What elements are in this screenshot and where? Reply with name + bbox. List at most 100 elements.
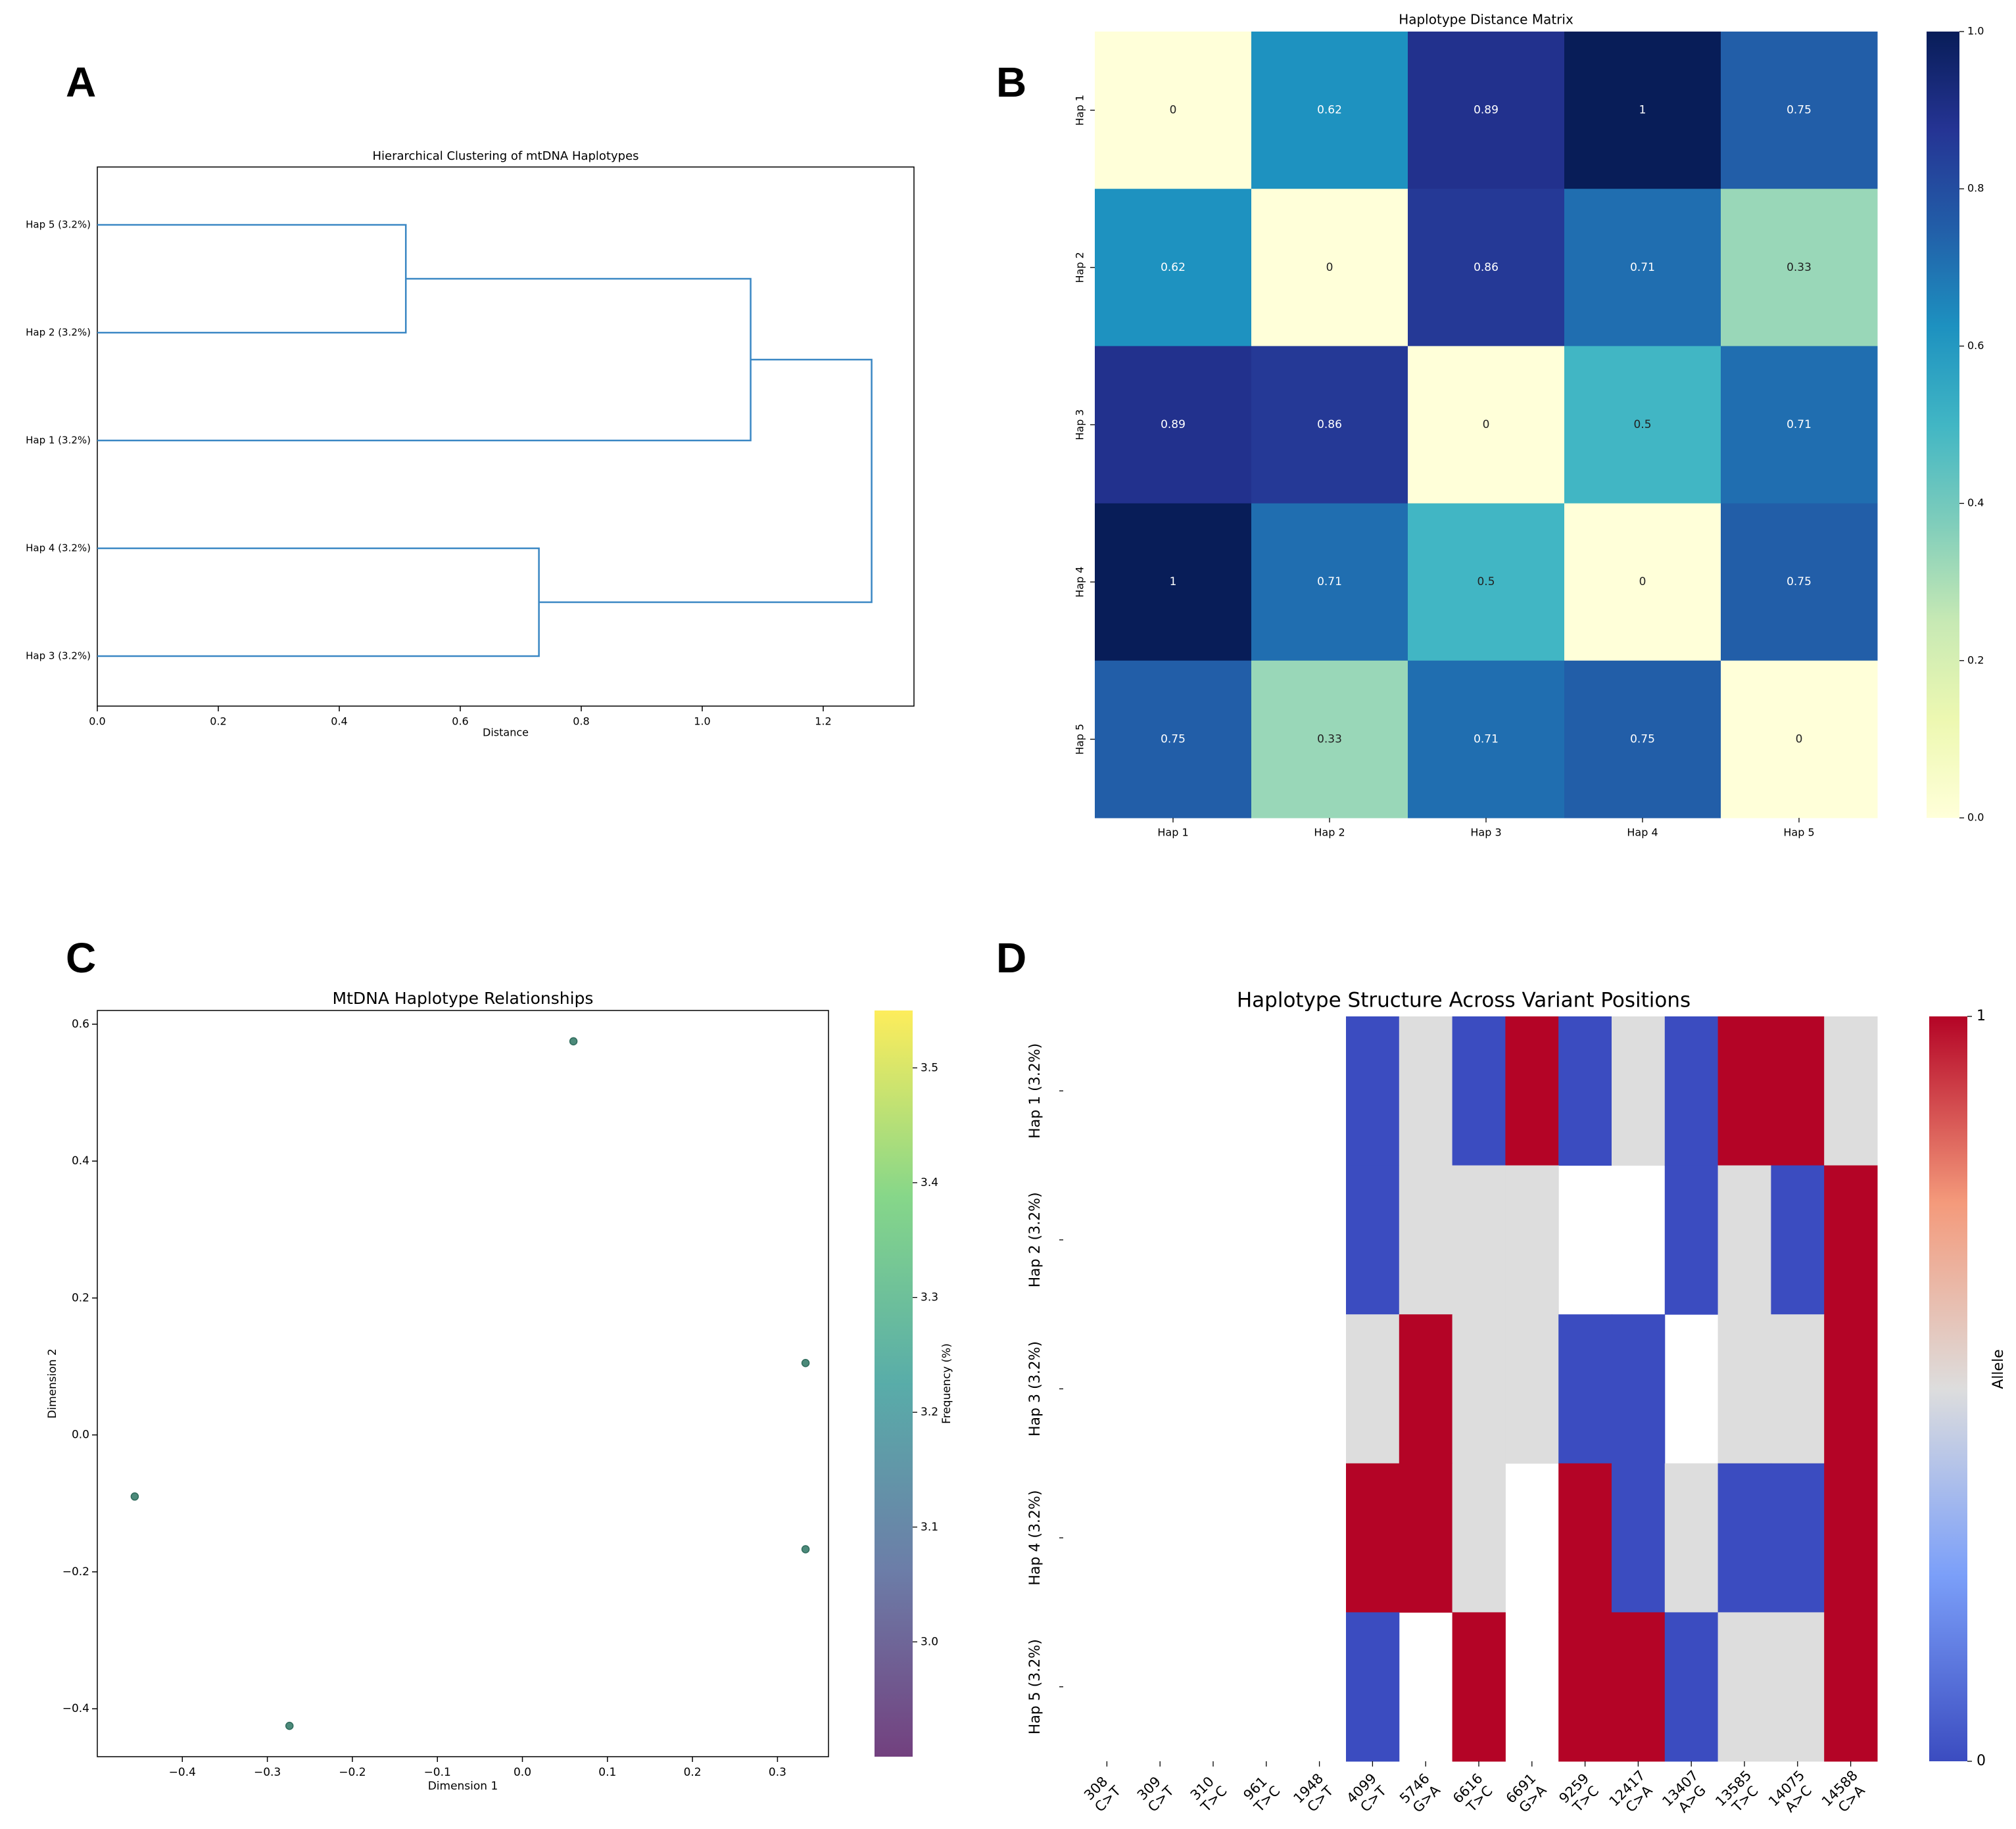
colorbar-tick-label: 1 — [1977, 1008, 1986, 1024]
allele-cell — [1399, 1463, 1453, 1613]
heatmap-cell — [1564, 660, 1721, 819]
row-label: Hap 2 — [1074, 252, 1086, 283]
colorbar-tick-label: 3.1 — [921, 1521, 938, 1534]
colorbar — [1927, 32, 1959, 818]
heatmap-cell — [1721, 660, 1878, 819]
y-tick-label: 0.6 — [72, 1018, 89, 1031]
allele-cell — [1558, 1314, 1612, 1464]
heatmap-cell — [1095, 32, 1252, 189]
allele-cell — [1771, 1314, 1825, 1464]
allele-cell — [1452, 1314, 1506, 1464]
heatmap-cell — [1095, 189, 1252, 346]
dendrogram-link — [539, 358, 873, 604]
dendrogram-link — [97, 224, 407, 334]
allele-cell — [1558, 1016, 1612, 1166]
column-label: Hap 4 — [1627, 826, 1658, 839]
x-tick-label: 0.3 — [769, 1766, 786, 1779]
heatmap-cell — [1408, 32, 1565, 189]
panel-label-c: C — [66, 934, 97, 982]
heatmap-title: Haplotype Distance Matrix — [1399, 12, 1573, 28]
allele-cell — [1717, 1463, 1771, 1613]
heatmap-cell — [1564, 346, 1721, 504]
allele-cell — [1558, 1612, 1612, 1762]
colorbar-tick-label: 0 — [1977, 1753, 1986, 1769]
cell-value-label: 0.71 — [1474, 732, 1499, 746]
scatter-point — [569, 1037, 578, 1046]
heatmap-cell — [1251, 503, 1408, 661]
scatter-point — [285, 1721, 294, 1730]
y-tick-label: 0.2 — [72, 1291, 89, 1304]
cell-value-label: 0.62 — [1161, 261, 1186, 274]
colorbar — [1929, 1016, 1967, 1761]
row-label: Hap 4 (3.2%) — [1027, 1490, 1044, 1586]
cell-value-label: 0.71 — [1787, 418, 1812, 431]
row-label: Hap 5 (3.2%) — [1027, 1639, 1044, 1734]
x-tick-label: −0.4 — [169, 1766, 196, 1779]
dendrogram-link — [97, 277, 752, 442]
allele-cell — [1505, 1314, 1559, 1464]
panel-label-b: B — [996, 59, 1027, 106]
colorbar-tick-label: 3.0 — [921, 1635, 938, 1648]
x-tick-label: 0.2 — [684, 1766, 702, 1779]
cell-value-label: 0 — [1639, 575, 1646, 588]
heatmap-cell — [1408, 503, 1565, 661]
allele-cell — [1824, 1314, 1878, 1464]
allele-cell — [1771, 1165, 1825, 1315]
heatmap-cell — [1095, 503, 1252, 661]
x-tick-label: −0.1 — [424, 1766, 451, 1779]
allele-cell — [1717, 1612, 1771, 1762]
cell-value-label: 0.89 — [1161, 418, 1186, 431]
allele-cell — [1399, 1165, 1453, 1315]
x-tick-label: 0.0 — [514, 1766, 531, 1779]
x-tick-label: 0.6 — [452, 715, 468, 728]
allele-cell — [1717, 1314, 1771, 1464]
heatmap-cell — [1564, 189, 1721, 346]
cell-value-label: 0.75 — [1161, 732, 1186, 746]
leaf-label: Hap 3 (3.2%) — [26, 650, 91, 662]
allele-cell — [1824, 1165, 1878, 1315]
allele-cell — [1612, 1016, 1666, 1166]
y-axis-label: Dimension 2 — [46, 1348, 59, 1419]
cell-value-label: 0.33 — [1787, 261, 1812, 274]
x-tick-label: 0.0 — [89, 715, 105, 728]
allele-cell — [1399, 1016, 1453, 1166]
scatter-point — [130, 1492, 139, 1501]
dendrogram-title: Hierarchical Clustering of mtDNA Haploty… — [372, 149, 638, 163]
heatmap-cell — [1721, 189, 1878, 346]
colorbar-tick-label: 3.4 — [921, 1176, 938, 1189]
cell-value-label: 0.75 — [1787, 104, 1812, 117]
cell-value-label: 1 — [1639, 104, 1646, 117]
x-tick-label: 0.4 — [331, 715, 347, 728]
colorbar — [875, 1010, 913, 1757]
dendrogram-frame — [97, 166, 915, 707]
allele-cell — [1717, 1165, 1771, 1315]
scatter-point — [801, 1359, 810, 1367]
cell-value-label: 0.62 — [1317, 104, 1342, 117]
column-label: Hap 1 — [1157, 826, 1188, 839]
cell-value-label: 0 — [1483, 418, 1490, 431]
allele-cell — [1505, 1165, 1559, 1315]
cell-value-label: 0.86 — [1474, 261, 1499, 274]
allele-cell — [1664, 1016, 1719, 1166]
heatmap-cell — [1251, 346, 1408, 504]
colorbar-tick-label: 3.3 — [921, 1291, 938, 1304]
allele-cell — [1346, 1165, 1400, 1315]
allele-cell — [1346, 1016, 1400, 1166]
allele-cell — [1399, 1314, 1453, 1464]
column-label: Hap 3 — [1470, 826, 1501, 839]
allele-cell — [1452, 1165, 1506, 1315]
panel-label-a: A — [66, 59, 97, 106]
y-tick-label: −0.4 — [62, 1702, 89, 1715]
allele-cell — [1771, 1463, 1825, 1613]
allele-cell — [1664, 1612, 1719, 1762]
allele-cell — [1717, 1016, 1771, 1166]
leaf-label: Hap 4 (3.2%) — [26, 542, 91, 554]
x-axis-label: Distance — [483, 726, 529, 739]
column-label: Hap 2 — [1314, 826, 1345, 839]
allele-cell — [1612, 1612, 1666, 1762]
x-tick-label: 0.1 — [598, 1766, 616, 1779]
cell-value-label: 0.71 — [1630, 261, 1655, 274]
heatmap-cell — [1721, 346, 1878, 504]
cell-value-label: 0.89 — [1474, 104, 1499, 117]
row-label: Hap 4 — [1074, 567, 1086, 598]
